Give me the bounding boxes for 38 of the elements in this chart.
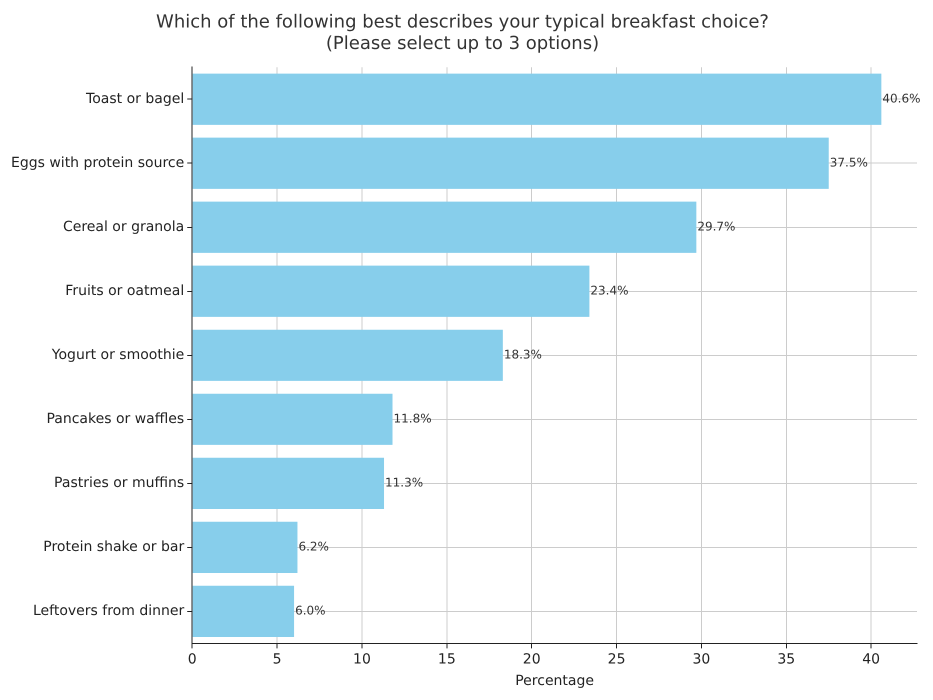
data-label: 11.3% xyxy=(385,475,424,490)
bar xyxy=(192,586,294,637)
y-tick-label: Leftovers from dinner xyxy=(32,603,184,620)
x-tick-label: 10 xyxy=(353,651,371,668)
y-tick-label: Pastries or muffins xyxy=(54,474,184,491)
bar xyxy=(192,266,590,317)
x-axis-title: Percentage xyxy=(515,673,594,690)
bar xyxy=(192,74,882,125)
bar xyxy=(192,458,384,509)
bar xyxy=(192,138,829,189)
data-label: 18.3% xyxy=(504,347,542,362)
data-label: 40.6% xyxy=(882,91,920,106)
bar xyxy=(192,202,696,253)
x-tick-label: 35 xyxy=(777,651,796,668)
x-tick-label: 5 xyxy=(272,651,282,668)
y-tick-label: Protein shake or bar xyxy=(43,539,184,556)
y-tick-label: Yogurt or smoothie xyxy=(50,346,184,363)
x-tick-label: 40 xyxy=(862,651,880,668)
data-label: 11.8% xyxy=(394,411,432,426)
data-label: 37.5% xyxy=(830,155,868,170)
x-tick-label: 20 xyxy=(522,651,541,668)
data-label: 23.4% xyxy=(590,283,629,298)
bar xyxy=(192,522,298,573)
y-tick-label: Eggs with protein source xyxy=(10,154,184,171)
data-label: 6.0% xyxy=(295,604,326,618)
x-tick-label: 25 xyxy=(608,651,626,668)
x-tick-label: 0 xyxy=(188,651,197,668)
y-tick-label: Pancakes or waffles xyxy=(46,410,184,427)
y-tick-label: Cereal or granola xyxy=(62,218,184,235)
y-tick-label: Toast or bagel xyxy=(85,90,184,107)
x-tick-label: 15 xyxy=(438,651,456,668)
y-tick-label: Fruits or oatmeal xyxy=(65,282,184,299)
data-label: 29.7% xyxy=(697,219,736,234)
bar xyxy=(192,330,503,381)
x-tick-label: 30 xyxy=(692,651,710,668)
data-label: 6.2% xyxy=(298,539,329,554)
chart-title: Which of the following best describes your typical breakfast choice? (Please select up to 3 options) xyxy=(156,11,769,54)
bar xyxy=(192,394,393,445)
